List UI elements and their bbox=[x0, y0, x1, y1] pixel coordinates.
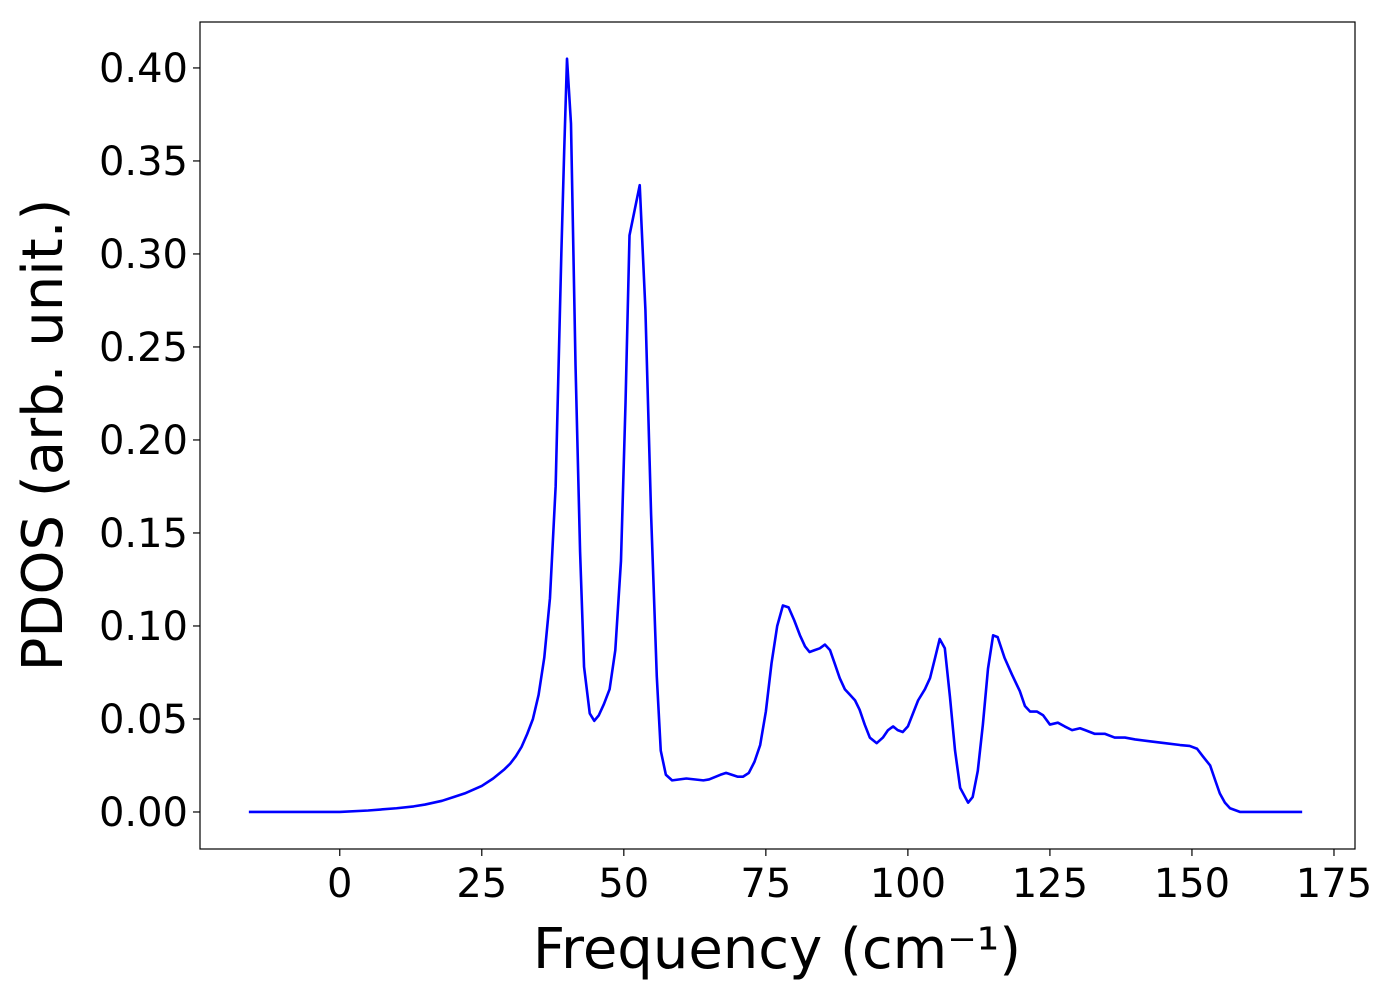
y-tick-label: 0.05 bbox=[99, 697, 188, 743]
y-axis-label: PDOS (arb. unit.) bbox=[11, 199, 76, 672]
x-tick-label: 150 bbox=[1154, 861, 1230, 907]
x-tick-label: 0 bbox=[327, 861, 352, 907]
x-tick-label: 175 bbox=[1296, 861, 1372, 907]
y-tick-label: 0.25 bbox=[99, 325, 188, 371]
x-tick-label: 100 bbox=[870, 861, 946, 907]
x-tick-label: 25 bbox=[456, 861, 507, 907]
x-tick-label: 50 bbox=[598, 861, 649, 907]
x-axis-label: Frequency (cm⁻¹) bbox=[533, 917, 1021, 982]
x-tick-label: 125 bbox=[1012, 861, 1088, 907]
x-tick-label: 75 bbox=[740, 861, 791, 907]
y-tick-label: 0.20 bbox=[99, 418, 188, 464]
y-tick-label: 0.35 bbox=[99, 139, 188, 185]
y-tick-label: 0.40 bbox=[99, 46, 188, 92]
y-tick-label: 0.15 bbox=[99, 511, 188, 557]
y-tick-label: 0.30 bbox=[99, 232, 188, 278]
plot-frame bbox=[199, 21, 1356, 850]
y-tick-label: 0.00 bbox=[99, 790, 188, 836]
y-tick-label: 0.10 bbox=[99, 604, 188, 650]
line bbox=[248, 57, 1303, 814]
